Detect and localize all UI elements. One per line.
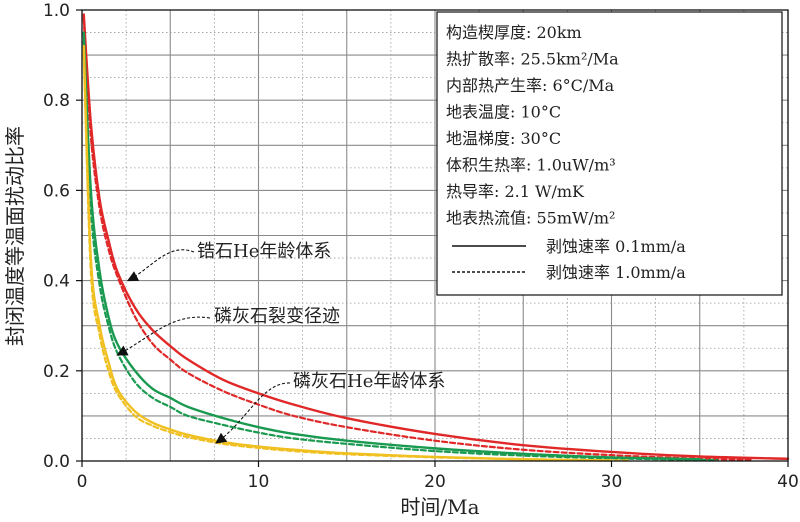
y-tick-label: 0.2 [43, 362, 70, 382]
x-axis-title: 时间/Ma [400, 495, 479, 519]
series-line-2 [82, 17, 754, 461]
legend-param-1: 构造楔厚度: 20km [446, 23, 582, 42]
legend-lines: 剥蚀速率 0.1mm/a 剥蚀速率 1.0mm/a [452, 237, 686, 282]
x-tick-label: 0 [77, 472, 88, 492]
y-tick-label: 0.8 [43, 91, 70, 111]
legend-label-solid: 剥蚀速率 0.1mm/a [546, 237, 686, 256]
series-line-1 [82, 13, 790, 460]
x-tick-label: 40 [777, 472, 799, 492]
legend-param-6: 体积生热率: 1.0uW/m³ [446, 156, 616, 175]
annotation-arrow-1 [126, 249, 195, 282]
legend-param-7: 热导率: 2.1 W/mK [446, 182, 585, 201]
y-tick-label: 0.4 [43, 272, 70, 292]
x-ticks: 0 10 20 30 40 [77, 461, 799, 492]
legend-param-8: 地表热流值: 55mW/m² [446, 209, 615, 228]
series-line-4 [82, 40, 719, 462]
legend-param-2: 热扩散率: 25.5km²/Ma [446, 50, 619, 69]
legend-box [436, 11, 783, 296]
legend: 构造楔厚度: 20km 热扩散率: 25.5km²/Ma 内部热产生率: 6°C/M… [436, 11, 783, 296]
annotation-arrow-3 [215, 382, 291, 444]
series-line-3 [82, 31, 701, 461]
annotation-label-2: 磷灰石裂变径迹 [214, 306, 340, 327]
y-tick-label: 0.6 [43, 181, 70, 201]
x-tick-label: 20 [424, 472, 446, 492]
y-axis-title: 封闭温度等温面扰动比率 [3, 126, 27, 346]
series-layer [82, 13, 790, 462]
y-tick-label: 0.0 [43, 452, 70, 472]
series-line-5 [82, 44, 613, 462]
y-ticks: 0.0 0.2 0.4 0.6 0.8 1.0 [43, 1, 82, 472]
legend-param-3: 内部热产生率: 6°C/Ma [446, 76, 615, 95]
x-tick-label: 10 [248, 472, 270, 492]
x-tick-label: 30 [601, 472, 623, 492]
legend-param-4: 地表温度: 10°C [446, 103, 561, 122]
series-line-6 [82, 54, 631, 462]
annotation-arrow-2 [116, 316, 211, 356]
legend-label-dashed: 剥蚀速率 1.0mm/a [546, 263, 686, 282]
legend-params: 构造楔厚度: 20km 热扩散率: 25.5km²/Ma 内部热产生率: 6°C/M… [446, 23, 619, 228]
annotation-label-3: 磷灰石He年龄体系 [293, 371, 445, 392]
y-tick-label: 1.0 [43, 1, 70, 21]
legend-param-5: 地温梯度: 30°C [446, 129, 561, 148]
annotation-label-1: 锆石He年龄体系 [197, 241, 331, 262]
